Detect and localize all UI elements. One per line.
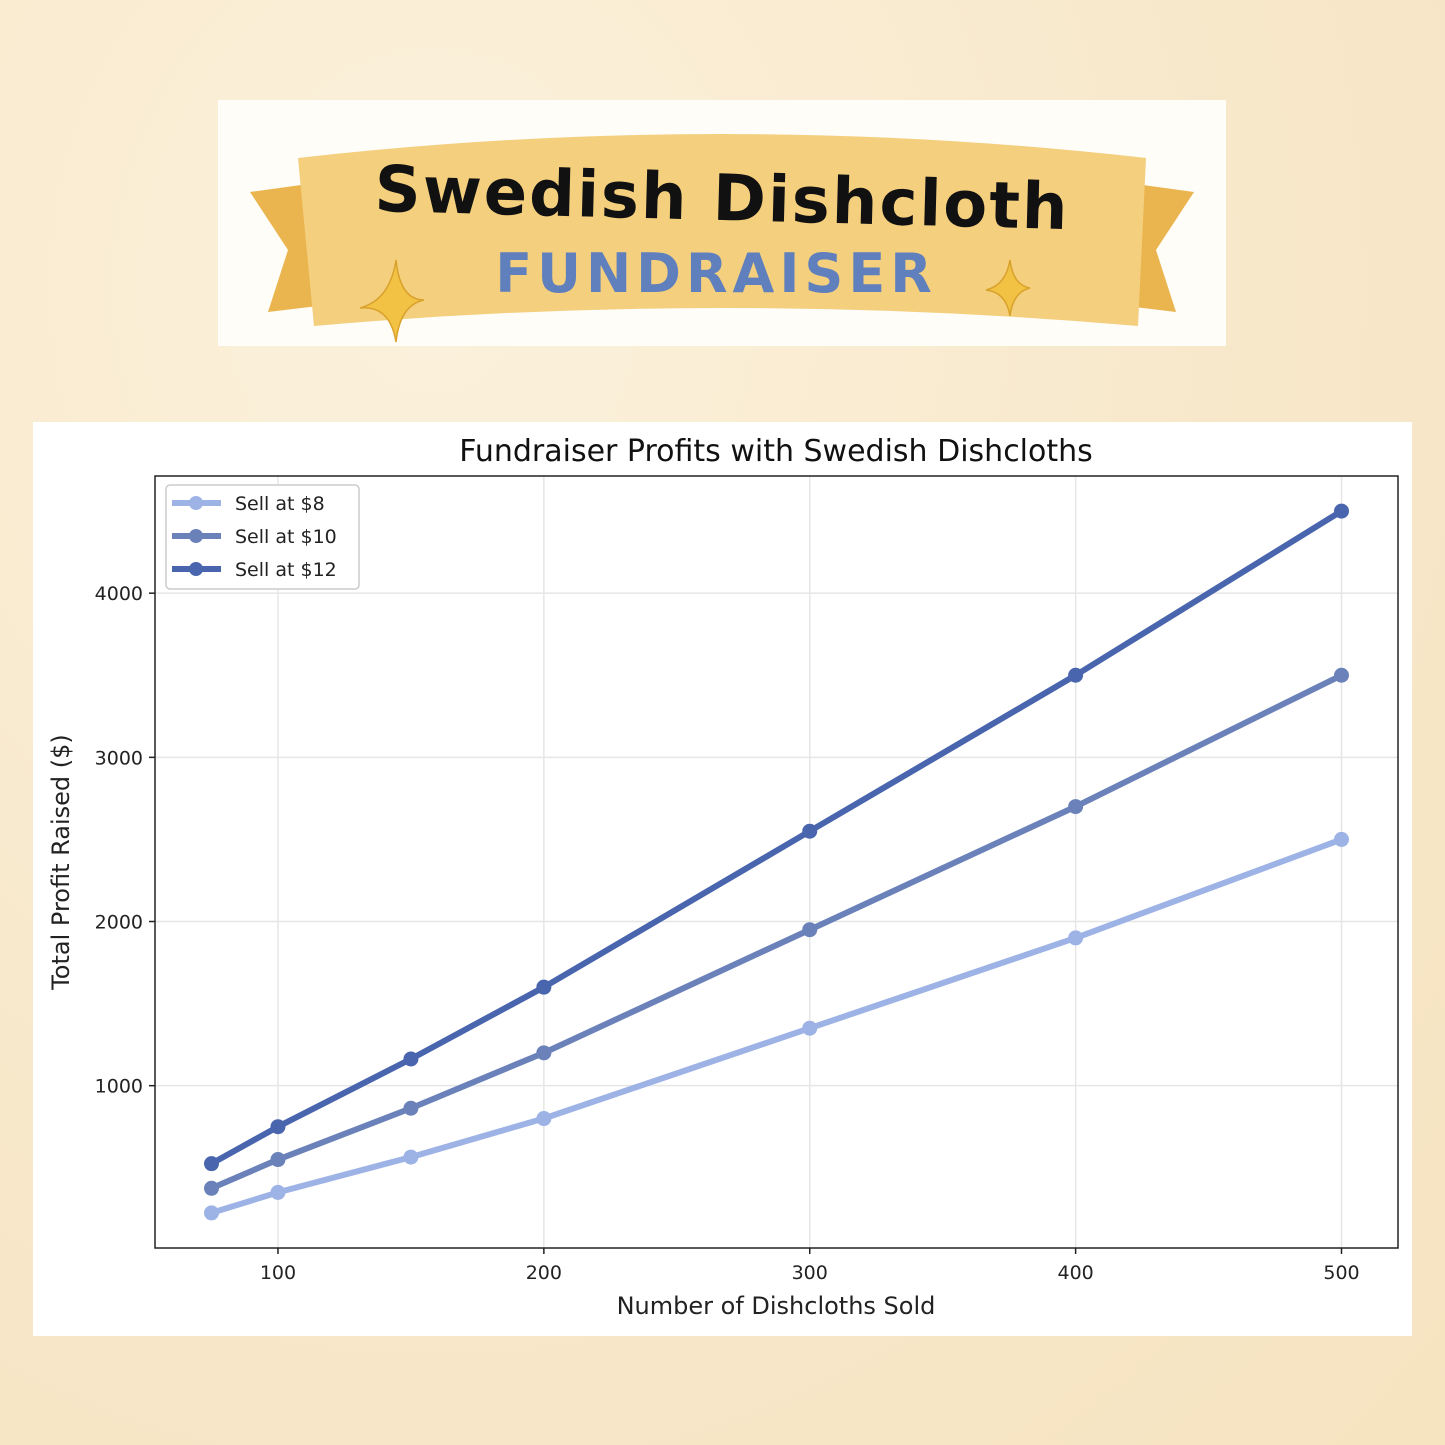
banner-subtitle: FUNDRAISER — [495, 242, 937, 305]
series-2 — [204, 503, 1349, 1172]
x-tick-label: 200 — [526, 1262, 562, 1284]
banner-title: Swedish Dishcloth — [374, 153, 1071, 245]
x-tick-label: 400 — [1057, 1262, 1093, 1284]
y-tick-label: 2000 — [95, 912, 143, 934]
sparkle-icon — [985, 259, 1031, 317]
data-point — [403, 1149, 419, 1165]
legend-marker — [189, 562, 203, 576]
data-point — [204, 1205, 219, 1221]
data-point — [1068, 799, 1084, 815]
data-point — [536, 1045, 552, 1061]
data-point — [1068, 667, 1084, 683]
data-point — [270, 1119, 286, 1135]
data-point — [1068, 930, 1084, 946]
data-point — [1334, 503, 1349, 519]
legend-marker — [189, 496, 203, 510]
data-point — [1334, 831, 1349, 847]
y-tick-label: 4000 — [95, 583, 143, 605]
data-point — [204, 1180, 219, 1196]
ribbon — [298, 134, 1146, 326]
data-point — [403, 1100, 419, 1116]
legend-label: Sell at $10 — [235, 526, 337, 548]
data-point — [802, 823, 818, 839]
y-axis-label: Total Profit Raised ($) — [47, 734, 75, 991]
banner: Swedish Dishcloth FUNDRAISER — [218, 100, 1226, 346]
ribbon-left-tail — [250, 184, 318, 312]
series-0 — [204, 831, 1349, 1221]
x-tick-label: 300 — [792, 1262, 828, 1284]
series-line — [208, 508, 1345, 1167]
data-point — [802, 922, 818, 938]
series-line — [208, 836, 1345, 1216]
legend-label: Sell at $12 — [235, 559, 337, 581]
data-point — [270, 1184, 286, 1200]
x-tick-label: 100 — [260, 1262, 296, 1284]
line-chart: Fundraiser Profits with Swedish Dishclot… — [47, 434, 1399, 1320]
legend-marker — [189, 529, 203, 543]
plot-frame — [154, 475, 1399, 1249]
y-tick-label: 1000 — [95, 1076, 143, 1098]
data-point — [802, 1020, 818, 1036]
data-point — [403, 1051, 419, 1067]
series-1 — [204, 667, 1349, 1196]
data-point — [270, 1152, 286, 1168]
data-point — [1334, 667, 1349, 683]
data-point — [204, 1156, 219, 1172]
data-point — [536, 1111, 552, 1127]
sparkle-icon — [359, 259, 425, 343]
series-line — [208, 672, 1345, 1192]
chart-title: Fundraiser Profits with Swedish Dishclot… — [459, 434, 1093, 469]
y-tick-label: 3000 — [95, 747, 143, 769]
chart-card: Fundraiser Profits with Swedish Dishclot… — [33, 422, 1412, 1336]
legend: Sell at $8 Sell at $10 Sell at $12 — [165, 484, 360, 590]
data-point — [536, 979, 552, 995]
x-tick-label: 500 — [1323, 1262, 1359, 1284]
legend-label: Sell at $8 — [235, 493, 325, 515]
x-axis-label: Number of Dishcloths Sold — [617, 1292, 936, 1320]
